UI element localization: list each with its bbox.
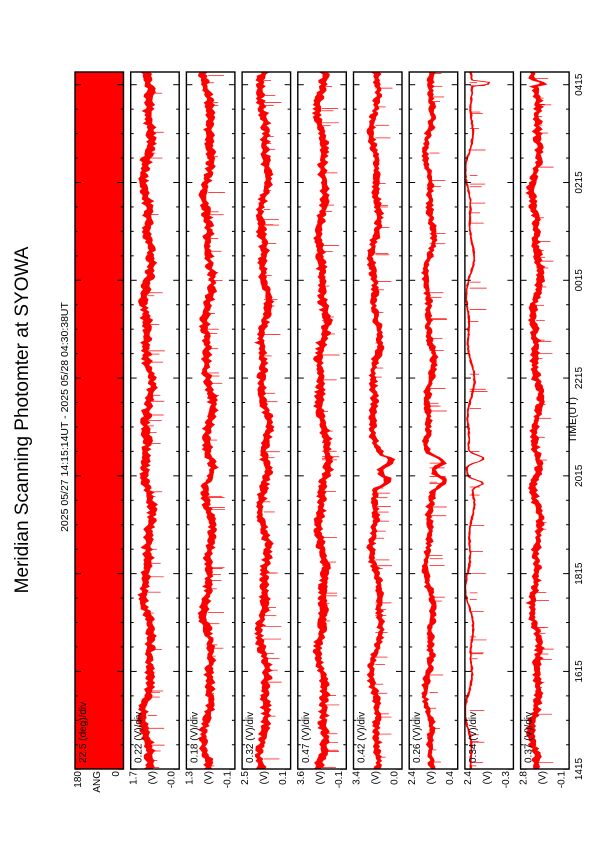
scale-label: 0.37 (V)/div (524, 712, 535, 763)
panel-frame (519, 71, 570, 770)
panel-p3: 2.5 (V) 0.1 0.32 (V)/div (240, 71, 292, 785)
panel-frame (241, 71, 292, 770)
ymax-label: 3.4 (352, 771, 363, 785)
ymax-label: 1.7 (129, 771, 140, 785)
panel-frame (297, 71, 347, 770)
panel-p6: 2.4 (V) 0.4 0.26 (V)/div (407, 71, 459, 785)
scale-label: 0.42 (V)/div (357, 712, 368, 763)
time-range-label: 2025 05/27 14:15:14UT - 2025 05/28 04:30… (59, 302, 71, 532)
time-tick-label: 1615 (574, 660, 585, 683)
scale-label: 0.18 (V)/div (189, 712, 200, 763)
panel-p1: 1.7 (V) -0.0 0.22 (V)/div (129, 71, 180, 789)
ymax-label: 3.6 (296, 771, 307, 785)
ymax-label: 2.5 (240, 771, 251, 785)
ylabel: (V) (426, 771, 437, 784)
signal-trace (421, 71, 447, 770)
signal-trace (254, 71, 275, 770)
ymin-label: -0.1 (557, 771, 568, 789)
ylabel: (V) (482, 771, 493, 784)
scale-label: 0.22 (V)/div (134, 712, 145, 763)
time-tick-label: 0215 (574, 171, 585, 194)
panel-p5: 3.4 (V) 0.0 0.42 (V)/div (352, 71, 403, 785)
ymax-label: 2.4 (407, 771, 418, 785)
panel-frame (352, 71, 403, 770)
scale-label: 0.34 (V)/div (468, 712, 479, 763)
time-tick-label: 1415 (574, 757, 585, 780)
panel-p8: 2.8 (V) -0.1 0.37 (V)/div (519, 71, 570, 789)
panel-frame (74, 71, 125, 770)
ymin-label: 0.0 (390, 771, 401, 785)
ylabel: (V) (259, 771, 270, 784)
scale-label: 22.5 (deg)/div (78, 702, 89, 763)
ymin-label: -0.1 (222, 771, 233, 789)
signal-trace (311, 71, 335, 770)
signal-trace (464, 71, 491, 770)
panel-ang: 180 ANG 0 22.5 (deg)/div (73, 71, 125, 793)
x-axis-label: TIME(UT) (567, 397, 579, 443)
scale-label: 0.26 (V)/div (412, 712, 423, 763)
ymax-label: 180 (73, 771, 84, 788)
ymin-label: 0 (111, 771, 122, 777)
ylabel: ANG (92, 771, 103, 793)
panel-p4: 3.6 (V) -0.1 0.47 (V)/div (296, 71, 347, 789)
panel-frame (129, 71, 180, 770)
ylabel: (V) (203, 771, 214, 784)
time-axis: 1415 1615 1815 2015 2215 0015 0215 0415 (574, 73, 585, 780)
ymin-label: 0.1 (278, 771, 289, 785)
ymax-label: 2.4 (463, 771, 474, 785)
chart-title: Meridian Scanning Photomter at SYOWA (12, 246, 33, 593)
scale-label: 0.32 (V)/div (245, 712, 256, 763)
time-tick-label: 2015 (574, 464, 585, 487)
scale-label: 0.47 (V)/div (301, 712, 312, 763)
ylabel: (V) (538, 771, 549, 784)
ylabel: (V) (315, 771, 326, 784)
ymin-label: -0.0 (167, 771, 178, 789)
signal-trace (197, 71, 219, 770)
ylabel: (V) (148, 771, 159, 784)
ylabel: (V) (371, 771, 382, 784)
time-tick-label: 0415 (574, 73, 585, 96)
ymax-label: 2.8 (519, 771, 530, 785)
panel-p2: 1.3 (V) -0.1 0.18 (V)/div (184, 71, 236, 789)
ymin-label: -0.1 (334, 771, 345, 789)
time-tick-label: 2215 (574, 367, 585, 390)
panels-group: 180 ANG 0 22.5 (deg)/div 1.7 (V) -0.0 0.22 (V)/… (73, 71, 570, 793)
time-tick-label: 0015 (574, 269, 585, 292)
ymax-label: 1.3 (184, 771, 195, 785)
panel-frame (464, 71, 515, 770)
time-tick-label: 1815 (574, 562, 585, 585)
panel-p7: 2.4 (V) -0.3 0.34 (V)/div (463, 71, 515, 789)
angle-fill (75, 72, 124, 769)
ymin-label: -0.3 (501, 771, 512, 789)
panel-frame (185, 71, 236, 770)
signal-trace (525, 71, 548, 770)
panel-frame (408, 71, 459, 770)
ymin-label: 0.4 (445, 771, 456, 785)
